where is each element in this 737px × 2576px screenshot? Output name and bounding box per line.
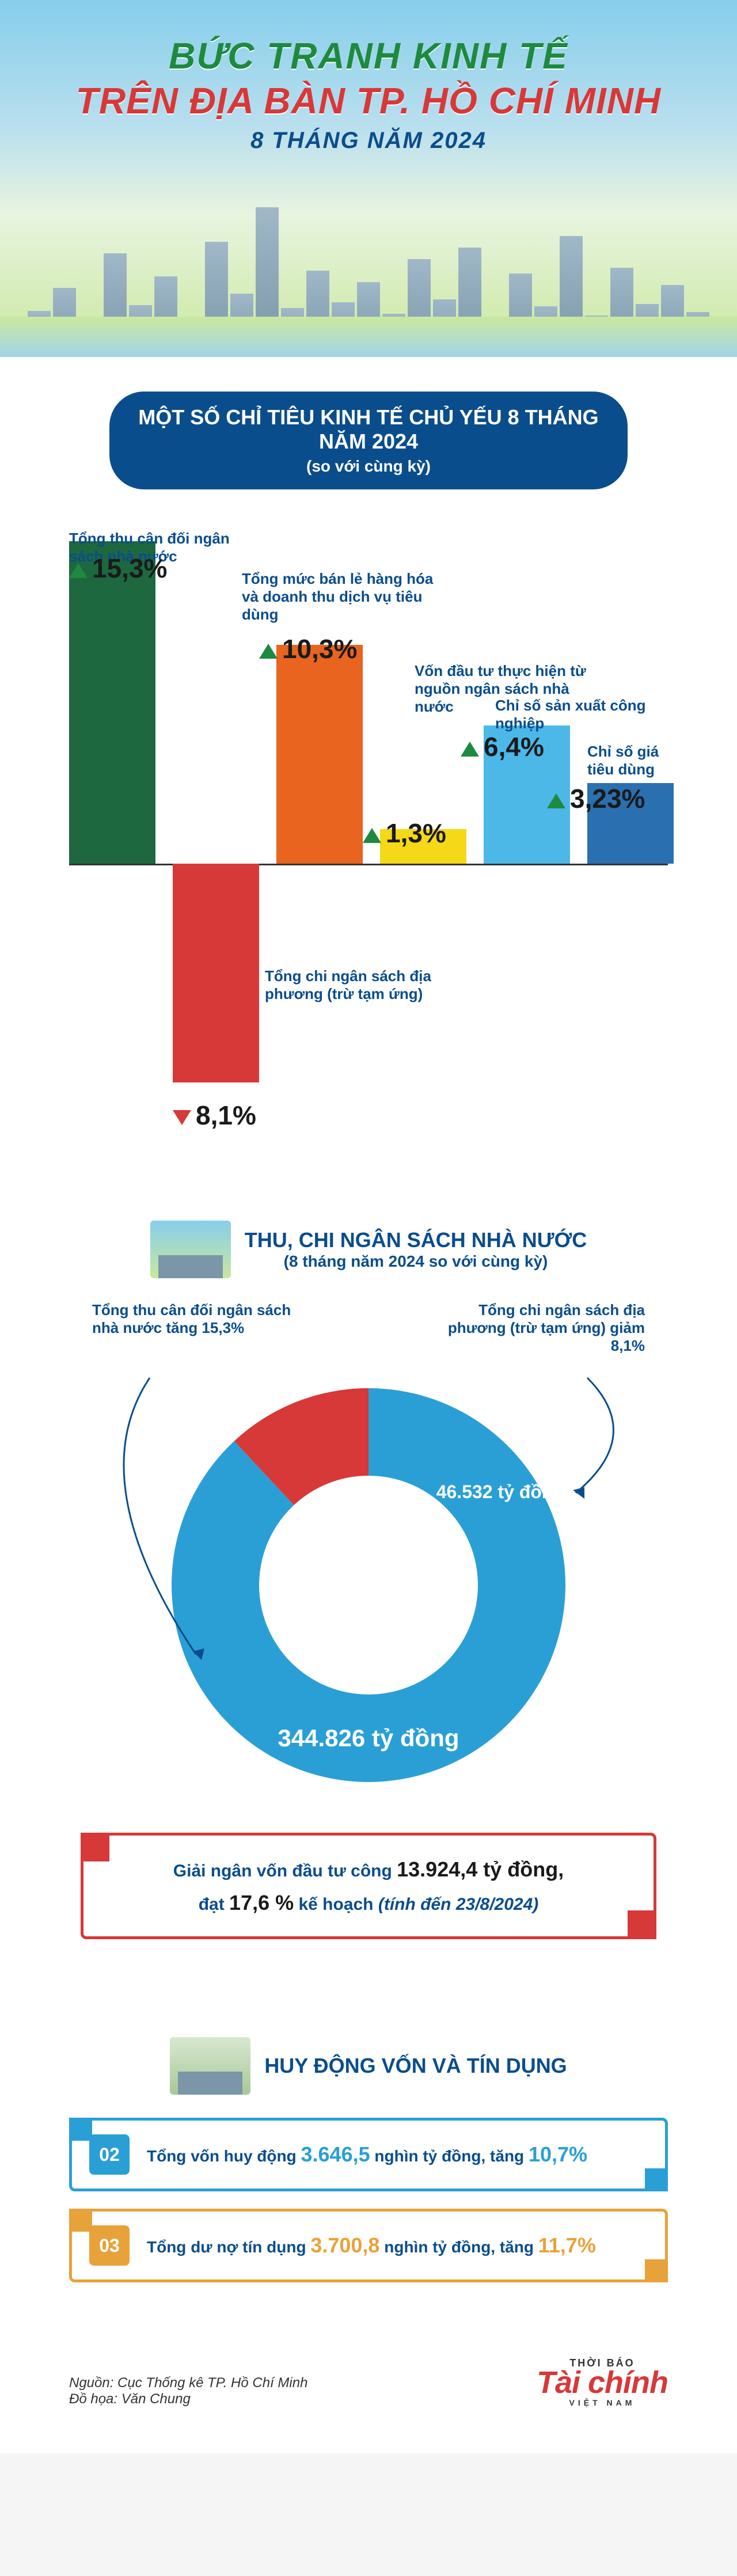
bar-value: 10,3% (259, 633, 357, 664)
section2-thumb-icon (150, 1221, 231, 1278)
bar-label: Tổng mức bán lẻ hàng hóa và doanh thu dị… (242, 570, 438, 624)
stat-row: 03 Tổng dư nợ tín dụng 3.700,8 nghìn tỷ … (69, 2209, 668, 2282)
footer: Nguồn: Cục Thống kê TP. Hồ Chí Minh Đồ h… (0, 2334, 737, 2453)
donut-label-left: Tổng thu cân đối ngân sách nhà nước tăng… (92, 1301, 299, 1355)
publisher-logo: THỜI BÁO Tài chính VIỆT NAM (537, 2357, 668, 2407)
section3-title: HUY ĐỘNG VỐN VÀ TÍN DỤNG (264, 2054, 567, 2078)
stat-row: 02 Tổng vốn huy động 3.646,5 nghìn tỷ đồ… (69, 2118, 668, 2191)
bar-value: 6,4% (461, 731, 544, 762)
infographic-page: BỨC TRANH KINH TẾ TRÊN ĐỊA BÀN TP. HỒ CH… (0, 0, 737, 2453)
stat-number: 03 (89, 2225, 130, 2266)
bar-label: Tổng chi ngân sách địa phương (trừ tạm ứ… (265, 967, 461, 1003)
donut-chart: 344.826 tỷ đồng 46.532 tỷ đồng (150, 1366, 587, 1804)
bar-value: 8,1% (173, 1100, 256, 1131)
donut-value-secondary: 46.532 tỷ đồng (436, 1481, 564, 1503)
section-credit: HUY ĐỘNG VỐN VÀ TÍN DỤNG 02 Tổng vốn huy… (0, 2003, 737, 2334)
bar-value: 3,23% (547, 783, 645, 814)
river-graphic (0, 317, 737, 357)
source-text: Nguồn: Cục Thống kê TP. Hồ Chí Minh Đồ h… (69, 2375, 307, 2407)
donut-value-main: 344.826 tỷ đồng (278, 1724, 459, 1752)
hero-subtitle: 8 THÁNG NĂM 2024 (0, 128, 737, 154)
bar-value: 15,3% (69, 553, 167, 584)
section2-header: THU, CHI NGÂN SÁCH NHÀ NƯỚC (8 tháng năm… (69, 1221, 668, 1278)
section1-subtitle: (so với cùng kỳ) (132, 457, 605, 476)
section-key-indicators: MỘT SỐ CHỈ TIÊU KINH TẾ CHỦ YẾU 8 THÁNG … (0, 357, 737, 1186)
hero-title-1: BỨC TRANH KINH TẾ (0, 35, 737, 77)
hero-banner: BỨC TRANH KINH TẾ TRÊN ĐỊA BÀN TP. HỒ CH… (0, 0, 737, 357)
section3-thumb-icon (170, 2037, 250, 2095)
stat-text: Tổng dư nợ tín dụng 3.700,8 nghìn tỷ đồn… (147, 2233, 596, 2258)
donut-labels: Tổng thu cân đối ngân sách nhà nước tăng… (69, 1301, 668, 1355)
stat-text: Tổng vốn huy động 3.646,5 nghìn tỷ đồng,… (147, 2142, 587, 2167)
disbursement-note: Giải ngân vốn đầu tư công 13.924,4 tỷ đồ… (81, 1833, 656, 1939)
hero-title-2: TRÊN ĐỊA BÀN TP. HỒ CHÍ MINH (0, 79, 737, 122)
stat-number: 02 (89, 2134, 130, 2175)
donut-label-right: Tổng chi ngân sách địa phương (trừ tạm ứ… (438, 1301, 645, 1355)
section2-title: THU, CHI NGÂN SÁCH NHÀ NƯỚC (245, 1228, 587, 1252)
section1-title-pill: MỘT SỐ CHỈ TIÊU KINH TẾ CHỦ YẾU 8 THÁNG … (109, 392, 628, 489)
bar-chart: Tổng thu cân đối ngân sách nhà nước15,3%… (69, 518, 668, 1152)
section1-title: MỘT SỐ CHỈ TIÊU KINH TẾ CHỦ YẾU 8 THÁNG … (132, 405, 605, 454)
bar-value: 1,3% (363, 818, 446, 849)
budget-block: Tổng thu cân đối ngân sách nhà nước tăng… (69, 1301, 668, 1804)
bar-label: Chỉ số giá tiêu dùng (587, 743, 668, 778)
section-budget: THU, CHI NGÂN SÁCH NHÀ NƯỚC (8 tháng năm… (0, 1186, 737, 2003)
bar-label: Chỉ số sản xuất công nghiệp (495, 697, 668, 732)
section2-subtitle: (8 tháng năm 2024 so với cùng kỳ) (245, 1252, 587, 1271)
stat-rows: 02 Tổng vốn huy động 3.646,5 nghìn tỷ đồ… (69, 2118, 668, 2282)
section3-header: HUY ĐỘNG VỐN VÀ TÍN DỤNG (69, 2037, 668, 2095)
